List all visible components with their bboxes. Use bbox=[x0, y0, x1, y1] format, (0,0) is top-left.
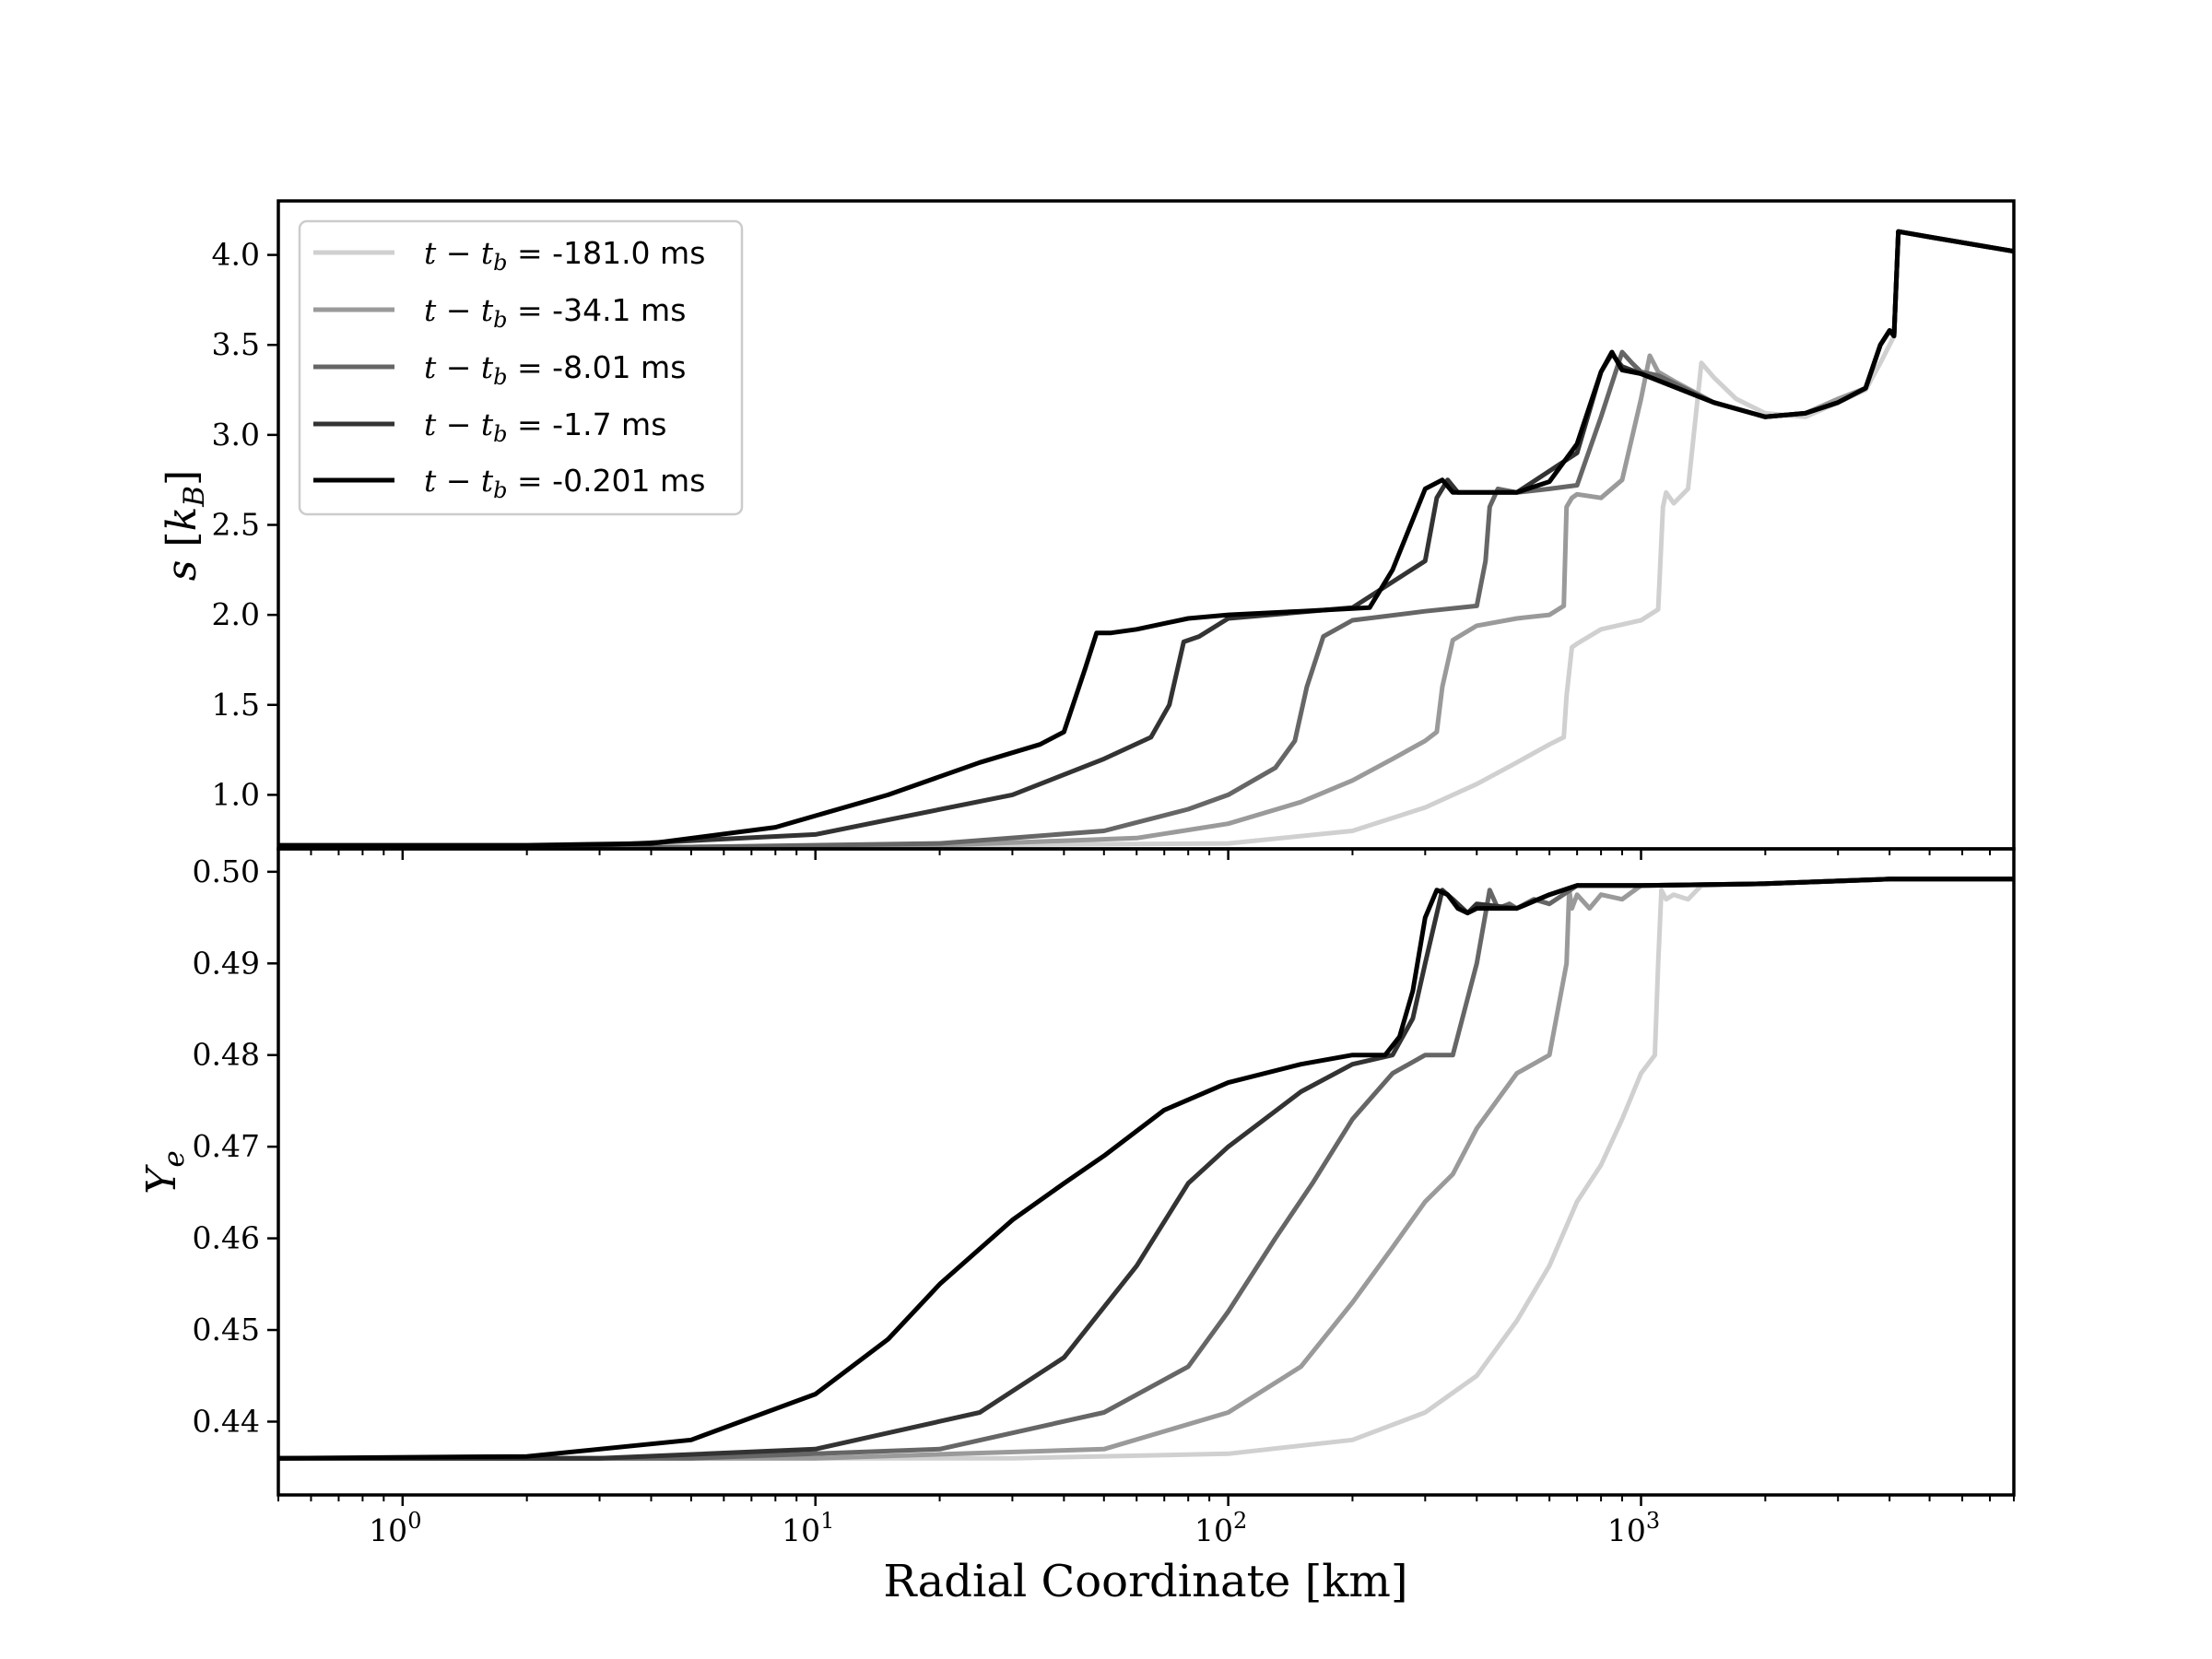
legend-label: t − tb = -8.01 ms bbox=[424, 349, 686, 390]
top-series-group bbox=[278, 229, 2014, 848]
bottom-ylabel-sub: e bbox=[158, 1150, 191, 1167]
top-ylabel-bracket-close: ] bbox=[159, 470, 206, 486]
bottom-ytick-label: 0.48 bbox=[193, 1037, 260, 1073]
top-ytick-label: 3.5 bbox=[212, 326, 260, 362]
bottom-ytick-label: 0.50 bbox=[193, 853, 260, 889]
legend-entry: t − tb = -1.7 ms bbox=[313, 406, 666, 447]
top-ylabel: s [kB] bbox=[159, 470, 211, 581]
bottom-ytick-label: 0.47 bbox=[193, 1128, 260, 1164]
xtick-label: 102 bbox=[1194, 1508, 1247, 1548]
legend-label: t − tb = -181.0 ms bbox=[424, 235, 705, 276]
top-ylabel-sub: B bbox=[178, 486, 211, 508]
bottom-panel: 0.44 0.45 0.46 0.47 0.48 0.49 0.50 100 101 102 103… bbox=[138, 847, 2016, 1607]
legend-entry: t − tb = -0.201 ms bbox=[313, 463, 705, 503]
legend-entry: t − tb = -181.0 ms bbox=[313, 235, 705, 276]
top-ytick-label: 3.0 bbox=[212, 417, 260, 453]
bottom-ytick-label: 0.45 bbox=[193, 1312, 260, 1347]
legend-label: t − tb = -1.7 ms bbox=[424, 406, 666, 447]
bottom-ytick-label: 0.49 bbox=[193, 945, 260, 981]
top-panel: 1.0 1.5 2.0 2.5 3.0 3.5 4.0 s [kB] t − tb = -18… bbox=[159, 199, 2016, 860]
top-ytick-label: 2.5 bbox=[212, 507, 260, 543]
legend-label: t − tb = -34.1 ms bbox=[424, 292, 686, 333]
bottom-ylabel: Ye bbox=[138, 1150, 191, 1194]
top-ytick-label: 4.0 bbox=[212, 237, 260, 273]
legend-entry: t − tb = -34.1 ms bbox=[313, 292, 686, 333]
bottom-ytick-label: 0.44 bbox=[193, 1403, 260, 1439]
top-ylabel-symbol: s bbox=[159, 560, 206, 582]
xtick-label: 101 bbox=[782, 1508, 834, 1548]
bottom-series-group bbox=[278, 877, 2014, 1461]
top-ylabel-bracket-open: [ bbox=[159, 531, 206, 547]
top-series-line-4 bbox=[278, 229, 2014, 848]
xtick-label: 103 bbox=[1607, 1508, 1660, 1548]
legend: t − tb = -181.0 ms t − tb = -34.1 ms t −… bbox=[298, 219, 744, 516]
legend-label: t − tb = -0.201 ms bbox=[424, 463, 705, 503]
bottom-ylabel-symbol: Y bbox=[138, 1164, 185, 1194]
top-ytick-label: 2.0 bbox=[212, 596, 260, 632]
bottom-axes-frame bbox=[276, 847, 2016, 1497]
x-axis-label: Radial Coordinate [km] bbox=[883, 1556, 1407, 1607]
top-ylabel-k: k bbox=[159, 507, 206, 532]
top-ticks: 1.0 1.5 2.0 2.5 3.0 3.5 4.0 bbox=[212, 237, 2015, 860]
top-ytick-label: 1.0 bbox=[212, 776, 260, 812]
legend-entry: t − tb = -8.01 ms bbox=[313, 349, 686, 390]
xtick-label: 100 bbox=[369, 1508, 421, 1548]
bottom-ticks: 0.44 0.45 0.46 0.47 0.48 0.49 0.50 100 101 102 103 bbox=[193, 853, 2015, 1548]
bottom-series-line-4 bbox=[278, 877, 2014, 1461]
top-series-line-0 bbox=[278, 229, 2014, 848]
bottom-ytick-label: 0.46 bbox=[193, 1220, 260, 1256]
legend-frame bbox=[298, 219, 744, 516]
top-ytick-label: 1.5 bbox=[212, 687, 260, 723]
bottom-series-line-0 bbox=[278, 877, 2014, 1461]
